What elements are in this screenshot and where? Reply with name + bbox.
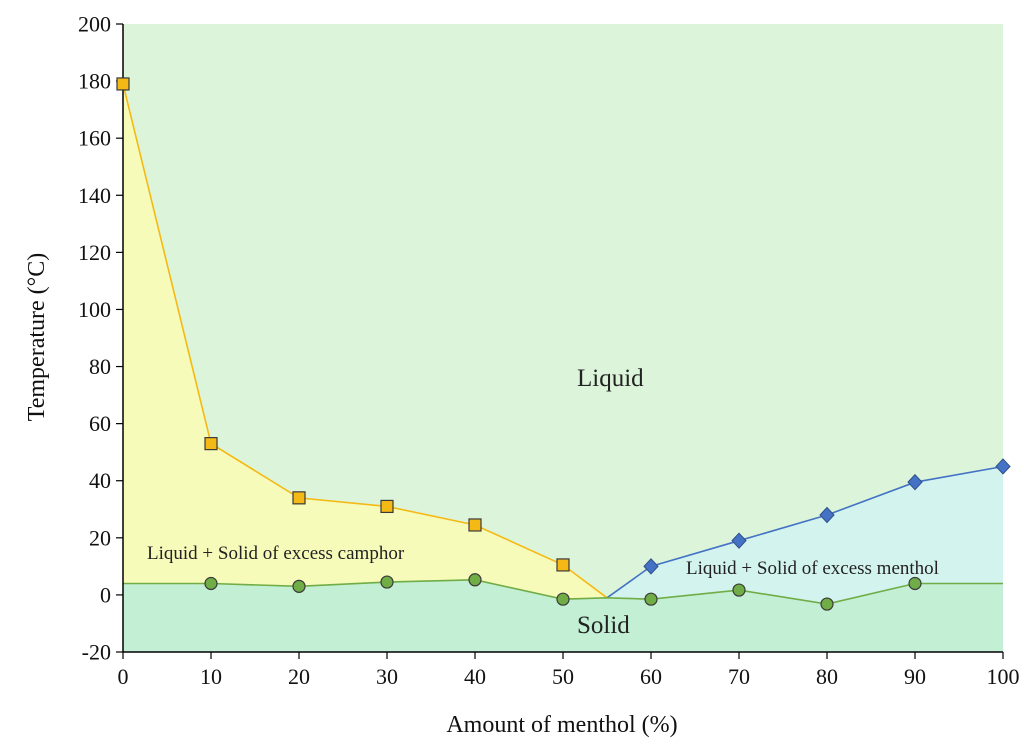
camphor-point — [204, 437, 218, 451]
menthol-liquidus-line — [606, 465, 1004, 599]
x-tick-label: 80 — [816, 664, 838, 689]
solidus-point — [820, 597, 834, 611]
region-label-solid: Solid — [577, 612, 630, 639]
solidus-point — [380, 575, 394, 589]
menthol-point — [731, 532, 747, 549]
y-tick-label: 140 — [78, 183, 111, 208]
y-tick-label: 20 — [89, 525, 111, 550]
region-excess-camphor — [123, 83, 607, 600]
y-tick-label: 80 — [89, 354, 111, 379]
x-tick-label: 10 — [200, 664, 222, 689]
menthol-point — [907, 473, 923, 491]
x-tick-label: 40 — [464, 664, 486, 689]
y-tick-label: 0 — [100, 582, 111, 607]
y-tick-label: 200 — [78, 12, 111, 37]
region-excess-menthol — [607, 466, 1003, 604]
menthol-point — [643, 558, 659, 575]
series-markers — [116, 77, 1011, 611]
camphor-point — [116, 77, 130, 91]
x-tick-label: 20 — [288, 664, 310, 689]
x-tick-label: 30 — [376, 664, 398, 689]
solidus-point — [468, 573, 482, 587]
axes — [116, 23, 1004, 659]
camphor-point — [380, 499, 394, 514]
camphor-point — [556, 558, 570, 572]
region-labels: Liquid Liquid + Solid of excess camphor Li… — [147, 365, 939, 639]
y-tick-label: 160 — [78, 126, 111, 151]
y-axis-title: Temperature (°C) — [24, 253, 50, 422]
y-tick-label: 100 — [78, 297, 111, 322]
x-tick-label: 60 — [640, 664, 662, 689]
x-tick-label: 0 — [118, 664, 129, 689]
camphor-point — [468, 518, 482, 532]
y-tick-label: 180 — [78, 69, 111, 94]
x-tick-label: 50 — [552, 664, 574, 689]
camphor-point — [292, 491, 306, 505]
solidus-point — [908, 576, 922, 591]
y-tick-label: 60 — [89, 411, 111, 436]
y-tick-label: -20 — [82, 640, 111, 665]
solidus-line — [123, 578, 1003, 605]
y-tick-label: 120 — [78, 240, 111, 265]
x-axis-title: Amount of menthol (%) — [446, 712, 677, 738]
solidus-point — [732, 583, 746, 597]
region-label-excess-camphor: Liquid + Solid of excess camphor — [147, 543, 405, 564]
menthol-point — [995, 458, 1011, 475]
solidus-point — [556, 592, 570, 606]
solidus-point — [644, 592, 658, 606]
region-label-liquid: Liquid — [577, 365, 644, 392]
y-tick-label: 40 — [89, 468, 111, 493]
x-tick-label: 70 — [728, 664, 750, 689]
x-tick-label: 100 — [987, 664, 1020, 689]
region-label-excess-menthol: Liquid + Solid of excess menthol — [686, 558, 939, 579]
solidus-point — [204, 576, 218, 591]
solidus-point — [292, 579, 306, 593]
menthol-point — [819, 506, 835, 524]
x-tick-label: 90 — [904, 664, 926, 689]
tick-labels: -20 0 20 40 60 80 100 120 140 160 180 200 0 10 20 30 40 5… — [78, 12, 1020, 690]
